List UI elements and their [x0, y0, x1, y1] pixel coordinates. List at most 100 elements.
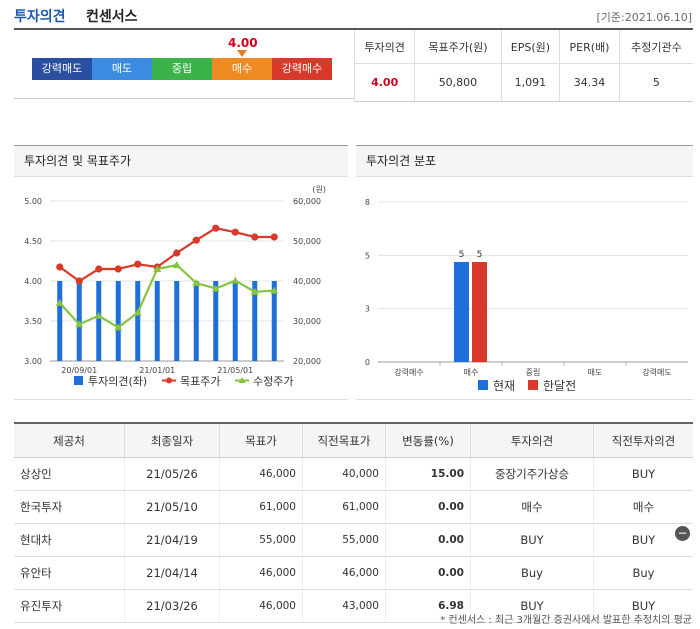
- category-label: 중립: [526, 368, 541, 377]
- summary-header: 목표주가(원): [414, 30, 502, 64]
- summary-opinion-value: 4.00: [353, 63, 415, 102]
- detail-header: 투자의견: [470, 422, 594, 458]
- table-cell: 46,000: [302, 556, 386, 590]
- table-cell: 46,000: [219, 589, 303, 623]
- table-cell: 46,000: [219, 457, 303, 491]
- legend-swatch: [478, 380, 488, 390]
- x-tick-label: 20/09/01: [61, 366, 97, 375]
- analyst-detail-table: 제공처 최종일자 목표가 직전목표가 변동률(%) 투자의견 직전투자의견 상상…: [14, 422, 693, 623]
- footnote: * 컨센서스 : 최근 3개월간 증권사에서 발표한 추정치의 평균: [440, 615, 692, 626]
- consensus-summary-table: 투자의견 목표주가(원) EPS(원) PER(배) 추정기관수 4.00 50…: [353, 30, 693, 102]
- summary-target-price: 50,800: [414, 63, 502, 102]
- category-label: 매수: [464, 368, 479, 377]
- target-price-point: [251, 233, 259, 241]
- table-cell: 46,000: [219, 556, 303, 590]
- target-price-point: [114, 265, 122, 273]
- opinion-bar: [135, 281, 141, 361]
- y-tick-label: 8: [365, 198, 370, 207]
- y-tick-label: 3: [365, 305, 370, 314]
- detail-header: 최종일자: [124, 422, 220, 458]
- opinion-bar: [271, 281, 277, 361]
- opinion-target-panel-title: 투자의견 및 목표주가: [14, 146, 348, 177]
- table-cell: 매수: [470, 490, 594, 524]
- detail-header: 변동률(%): [385, 422, 471, 458]
- detail-header-row: 제공처 최종일자 목표가 직전목표가 변동률(%) 투자의견 직전투자의견: [14, 422, 693, 458]
- adjusted-price-point: [231, 276, 240, 284]
- table-cell: 55,000: [302, 523, 386, 557]
- distribution-bar: [454, 262, 469, 362]
- target-price-point: [56, 263, 64, 271]
- opinion-segment: 강력매도: [32, 58, 92, 80]
- legend-swatch: [528, 380, 538, 390]
- opinion-target-panel: 투자의견 및 목표주가: [14, 145, 348, 400]
- table-cell: 6.98: [385, 589, 471, 623]
- target-price-point: [134, 260, 142, 268]
- base-date: [기준:2021.06.10]: [596, 11, 692, 24]
- opinion-segment: 중립: [152, 58, 212, 80]
- legend-target-marker: [166, 377, 172, 384]
- opinion-bar: [193, 281, 199, 361]
- summary-value-row: 4.00 50,800 1,091 34.34 5: [353, 63, 693, 102]
- table-cell: BUY: [593, 457, 693, 491]
- header-divider: [14, 28, 693, 30]
- opinion-scale-box: [14, 30, 354, 99]
- adjusted-price-point: [270, 286, 279, 294]
- opinion-bar: [57, 281, 63, 361]
- y-left-tick-label: 4.00: [24, 277, 42, 286]
- opinion-segment: 매도: [92, 58, 152, 80]
- detail-header: 직전투자의견: [593, 422, 693, 458]
- y-right-unit-label: (원): [312, 185, 326, 194]
- opinion-segment: 강력매수: [272, 58, 332, 80]
- opinion-bar: [154, 281, 160, 361]
- target-price-point: [192, 236, 200, 244]
- adjusted-price-point: [153, 265, 162, 272]
- summary-header-row: 투자의견 목표주가(원) EPS(원) PER(배) 추정기관수: [353, 30, 693, 64]
- adjusted-price-point: [172, 261, 181, 268]
- collapse-minus-icon[interactable]: −: [675, 526, 690, 541]
- table-cell: 21/03/26: [124, 589, 220, 623]
- table-cell: 15.00: [385, 457, 471, 491]
- table-cell: 0.00: [385, 490, 471, 524]
- opinion-distribution-panel-title: 투자의견 분포: [356, 146, 693, 177]
- table-cell: 61,000: [302, 490, 386, 524]
- y-tick-label: 0: [365, 358, 370, 367]
- table-cell: 40,000: [302, 457, 386, 491]
- table-cell: 21/05/10: [124, 490, 220, 524]
- bar-value-label: 5: [477, 250, 483, 260]
- page-title: 투자의견: [14, 9, 66, 25]
- opinion-value: 4.00: [228, 36, 258, 50]
- table-cell: 유진투자: [14, 589, 125, 623]
- table-cell: 21/04/14: [124, 556, 220, 590]
- legend-label: 현재: [493, 379, 515, 393]
- y-right-tick-label: 20,000: [293, 357, 321, 366]
- y-tick-label: 5: [365, 251, 370, 260]
- opinion-distribution-panel: 투자의견 분포: [356, 145, 693, 400]
- target-price-point: [212, 224, 220, 232]
- table-cell: 유안타: [14, 556, 125, 590]
- summary-header: 투자의견: [353, 30, 415, 64]
- y-left-tick-label: 4.50: [24, 237, 42, 246]
- table-cell: 한국투자: [14, 490, 125, 524]
- table-cell: BUY: [470, 523, 594, 557]
- opinion-bar: [174, 281, 180, 361]
- target-price-point: [173, 249, 181, 257]
- y-right-tick-label: 50,000: [293, 237, 321, 246]
- target-price-point: [95, 265, 103, 273]
- y-left-tick-label: 3.50: [24, 317, 42, 326]
- legend-opinion-swatch: [74, 376, 83, 385]
- legend-label: 투자의견(좌): [88, 375, 147, 388]
- table-row: 유진투자 21/03/26 46,000 43,000 6.98 BUY BUY: [14, 589, 693, 623]
- opinion-target-chart: 3.00 20,000 3.50 30,000 4.00 40,000 4.50 50,000…: [24, 185, 326, 388]
- opinion-bar: [115, 281, 121, 361]
- table-cell: Buy: [593, 556, 693, 590]
- adjusted-price-point: [250, 287, 259, 295]
- opinion-bar: [252, 281, 258, 361]
- category-label: 강력매수: [394, 367, 423, 377]
- table-cell: Buy: [470, 556, 594, 590]
- table-cell: 21/04/19: [124, 523, 220, 557]
- opinion-segment: 매수: [212, 58, 272, 80]
- category-label: 강력매도: [642, 367, 671, 377]
- summary-analyst-count: 5: [618, 63, 693, 102]
- table-row: 유안타 21/04/14 46,000 46,000 0.00 Buy Buy: [14, 556, 693, 590]
